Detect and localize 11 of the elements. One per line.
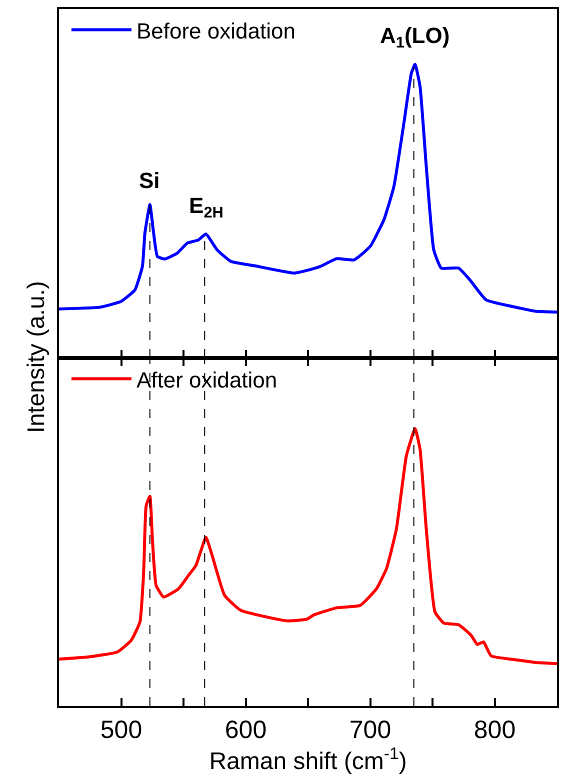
annotation: E$_{2H}$ <box>189 193 224 222</box>
legend-label: Before oxidation <box>136 18 296 44</box>
x-tick-label: 700 <box>349 716 392 744</box>
x-tick-label: 500 <box>100 716 142 744</box>
x-tick-label: 800 <box>474 716 516 744</box>
legend-label: After oxidation <box>136 367 278 392</box>
x-tick-label: 600 <box>224 716 267 744</box>
x-axis-title: Raman shift (cm$^{-1}$) <box>209 744 407 776</box>
annotation: A$_{1}$(LO) <box>380 23 450 52</box>
y-axis-title: Intensity (a.u.) <box>23 281 50 434</box>
annotation: Si <box>139 168 160 193</box>
